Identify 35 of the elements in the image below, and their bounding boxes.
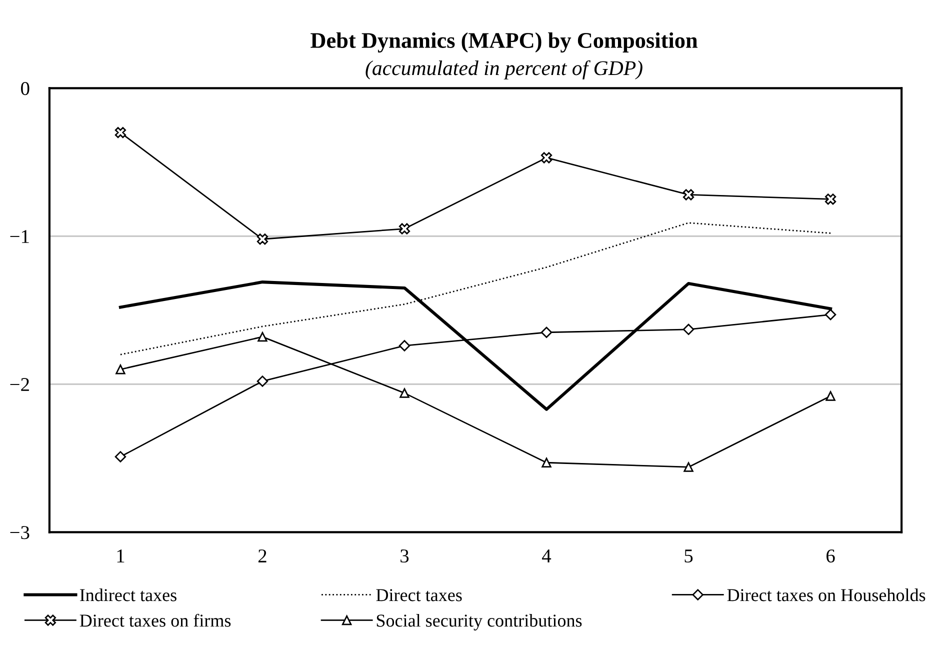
x-tick-label: 3 bbox=[400, 549, 409, 563]
point bbox=[256, 376, 268, 387]
point bbox=[540, 326, 552, 338]
point bbox=[682, 189, 694, 200]
x-tick-label: 2 bbox=[258, 549, 266, 562]
x-tick-label: 5 bbox=[684, 550, 693, 563]
x-tick-label: 6 bbox=[826, 549, 835, 563]
y-tick-label: 0 bbox=[21, 82, 30, 96]
point bbox=[116, 364, 126, 374]
point bbox=[258, 332, 268, 342]
y-tick-label: −1 bbox=[10, 230, 29, 243]
point bbox=[398, 223, 410, 234]
point bbox=[826, 391, 836, 401]
point bbox=[256, 234, 268, 245]
chart-subtitle: (accumulated in percent of GDP) bbox=[366, 60, 642, 80]
point bbox=[114, 451, 126, 462]
point bbox=[824, 194, 836, 205]
point bbox=[542, 458, 552, 468]
legend-label: Direct taxes on Households bbox=[727, 588, 926, 602]
legend-label: Indirect taxes bbox=[80, 588, 176, 602]
legend-label: Direct taxes bbox=[376, 589, 462, 602]
point bbox=[682, 324, 694, 336]
point bbox=[114, 127, 126, 138]
x-tick-label: 4 bbox=[542, 550, 552, 562]
point bbox=[824, 309, 836, 320]
point bbox=[398, 340, 410, 352]
point bbox=[540, 152, 552, 164]
point bbox=[684, 462, 694, 472]
legend-label: Direct taxes on firms bbox=[80, 614, 231, 627]
y-tick-label: −2 bbox=[10, 378, 29, 391]
x-tick-label: 1 bbox=[117, 550, 124, 562]
legend-label: Social security contributions bbox=[376, 614, 582, 630]
y-tick-label: −3 bbox=[10, 526, 30, 540]
chart-title: Debt Dynamics (MAPC) by Composition bbox=[310, 32, 698, 53]
point bbox=[400, 388, 410, 398]
